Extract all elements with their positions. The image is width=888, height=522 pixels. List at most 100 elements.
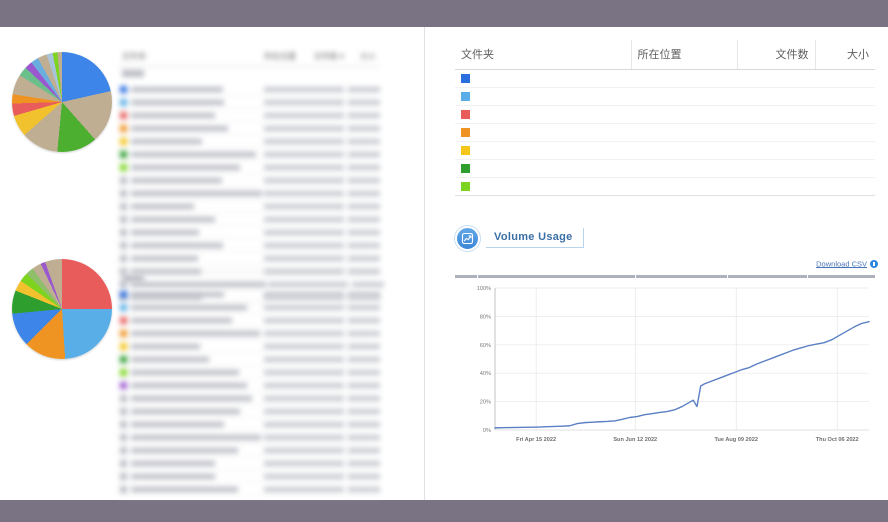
row-name-placeholder bbox=[131, 87, 223, 92]
list-item[interactable] bbox=[118, 470, 380, 483]
table-row[interactable] bbox=[455, 178, 875, 196]
list-item[interactable] bbox=[118, 288, 380, 301]
folder-file-count bbox=[737, 142, 815, 160]
list-item[interactable] bbox=[118, 96, 380, 109]
row-size-placeholder bbox=[348, 396, 380, 401]
color-swatch-icon bbox=[120, 177, 127, 184]
list-item[interactable] bbox=[118, 405, 380, 418]
list-item[interactable] bbox=[118, 353, 380, 366]
th-size[interactable]: 大小 bbox=[815, 40, 875, 70]
color-swatch-icon bbox=[120, 138, 127, 145]
color-swatch-icon bbox=[120, 164, 127, 171]
row-name-placeholder bbox=[131, 318, 232, 323]
folder-name-cell bbox=[455, 106, 631, 124]
row-name-placeholder bbox=[131, 383, 247, 388]
left-table-2-header bbox=[118, 252, 380, 272]
color-swatch-icon bbox=[120, 486, 127, 493]
list-item[interactable] bbox=[118, 174, 380, 187]
row-count-placeholder bbox=[308, 100, 344, 105]
row-count-placeholder bbox=[308, 243, 344, 248]
list-item[interactable] bbox=[118, 226, 380, 239]
download-csv-link[interactable]: Download CSV bbox=[816, 259, 867, 268]
th-file-count[interactable]: 文件数 bbox=[737, 40, 815, 70]
table-row[interactable] bbox=[455, 142, 875, 160]
table-row[interactable] bbox=[455, 124, 875, 142]
color-swatch-icon bbox=[120, 408, 127, 415]
list-item[interactable] bbox=[118, 161, 380, 174]
row-name-placeholder bbox=[131, 243, 223, 248]
list-item[interactable] bbox=[118, 366, 380, 379]
list-item[interactable] bbox=[118, 483, 380, 496]
list-item[interactable] bbox=[118, 314, 380, 327]
list-item[interactable] bbox=[118, 392, 380, 405]
list-item[interactable] bbox=[118, 83, 380, 96]
row-count-placeholder bbox=[308, 448, 344, 453]
folder-location bbox=[631, 70, 737, 88]
folder-size bbox=[815, 178, 875, 196]
table-row[interactable] bbox=[455, 70, 875, 88]
list-item[interactable] bbox=[118, 327, 380, 340]
list-item[interactable] bbox=[118, 109, 380, 122]
row-name-placeholder bbox=[131, 165, 240, 170]
th-folder[interactable]: 文件夹 bbox=[455, 40, 631, 70]
color-swatch-icon bbox=[461, 146, 470, 155]
color-swatch-icon bbox=[120, 99, 127, 106]
list-item[interactable] bbox=[118, 457, 380, 470]
list-item[interactable] bbox=[118, 340, 380, 353]
row-count-placeholder bbox=[308, 230, 344, 235]
row-name-placeholder bbox=[131, 357, 209, 362]
folder-name-cell bbox=[455, 124, 631, 142]
list-item[interactable] bbox=[118, 239, 380, 252]
color-swatch-icon bbox=[461, 74, 470, 83]
list-item[interactable] bbox=[118, 148, 380, 161]
row-name-placeholder bbox=[131, 331, 260, 336]
top-chrome-bar bbox=[0, 0, 888, 27]
table-row[interactable] bbox=[455, 106, 875, 124]
list-item[interactable] bbox=[118, 200, 380, 213]
download-csv-row: Download CSV bbox=[455, 251, 880, 275]
row-name-placeholder bbox=[131, 487, 238, 492]
pie-chart-bottom bbox=[12, 259, 112, 359]
row-location-placeholder bbox=[264, 448, 308, 453]
folder-file-count bbox=[737, 178, 815, 196]
row-size-placeholder bbox=[348, 448, 380, 453]
pie-chart-bottom-disc bbox=[12, 259, 112, 359]
list-item[interactable] bbox=[118, 213, 380, 226]
chart-icon bbox=[455, 226, 480, 251]
color-swatch-icon bbox=[120, 369, 127, 376]
table-row[interactable] bbox=[455, 88, 875, 106]
left2-th-location bbox=[264, 257, 308, 266]
row-location-placeholder bbox=[264, 152, 308, 157]
row-size-placeholder bbox=[348, 191, 380, 196]
list-item[interactable] bbox=[118, 301, 380, 314]
row-count-placeholder bbox=[308, 409, 344, 414]
row-size-placeholder bbox=[348, 292, 380, 297]
list-item[interactable] bbox=[118, 431, 380, 444]
list-item[interactable] bbox=[118, 187, 380, 200]
color-swatch-icon bbox=[120, 216, 127, 223]
download-icon[interactable] bbox=[870, 260, 878, 268]
row-size-placeholder bbox=[348, 152, 380, 157]
color-swatch-icon bbox=[120, 125, 127, 132]
folder-size bbox=[815, 142, 875, 160]
row-name-placeholder bbox=[131, 409, 240, 414]
list-item[interactable] bbox=[118, 122, 380, 135]
list-item[interactable] bbox=[118, 379, 380, 392]
y-tick-label: 60% bbox=[480, 343, 491, 349]
table-row[interactable] bbox=[455, 160, 875, 178]
row-count-placeholder bbox=[308, 344, 344, 349]
row-location-placeholder bbox=[264, 113, 308, 118]
row-count-placeholder bbox=[308, 152, 344, 157]
folder-name-cell bbox=[455, 160, 631, 178]
row-size-placeholder bbox=[348, 100, 380, 105]
list-item[interactable] bbox=[118, 444, 380, 457]
folder-name-cell bbox=[455, 70, 631, 88]
left-th-filecount: 文件数 ▾ bbox=[308, 51, 344, 62]
th-location[interactable]: 所在位置 bbox=[631, 40, 737, 70]
list-item[interactable] bbox=[118, 135, 380, 148]
color-swatch-icon bbox=[461, 110, 470, 119]
left-blurred-panel: 文件夹 所在位置 文件数 ▾ 大小 bbox=[0, 27, 425, 500]
y-tick-label: 100% bbox=[477, 286, 491, 292]
row-count-placeholder bbox=[308, 113, 344, 118]
list-item[interactable] bbox=[118, 418, 380, 431]
